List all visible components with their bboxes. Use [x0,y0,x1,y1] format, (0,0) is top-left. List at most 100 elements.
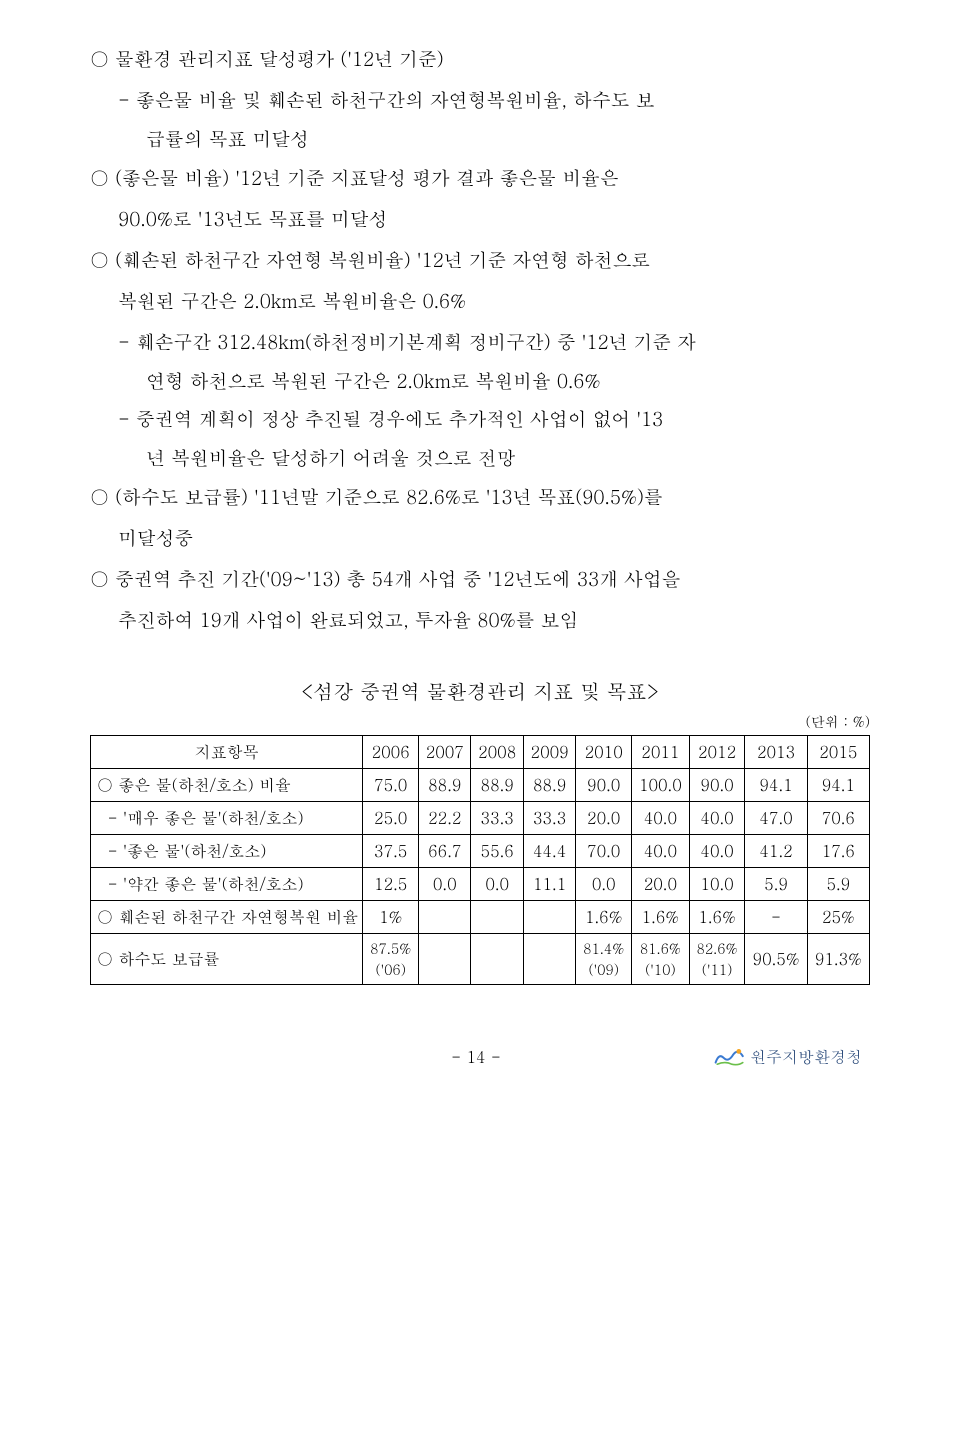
table-cell: 81.6%('10) [632,934,690,985]
para-9: 연형 하천으로 복원된 구간은 2.0km로 복원비율 0.6% [90,362,870,401]
col-header: 2007 [419,736,471,769]
table-cell [471,934,523,985]
table-cell: 44.4 [523,835,575,868]
table-cell: 1.6% [632,901,690,934]
para-5: 90.0%로 '13년도 목표를 미달성 [90,200,870,239]
table-cell: 33.3 [523,802,575,835]
col-header: 2009 [523,736,575,769]
table-cell: 90.5% [745,934,807,985]
table-cell: 0.0 [576,868,632,901]
table-cell: 1% [363,901,419,934]
table-cell: 90.0 [576,769,632,802]
table-cell: 40.0 [689,835,745,868]
table-cell: 37.5 [363,835,419,868]
table-cell: 100.0 [632,769,690,802]
table-cell: 66.7 [419,835,471,868]
para-1: ○ 물환경 관리지표 달성평가 ('12년 기준) [90,40,870,79]
para-14: ○ 중권역 추진 기간('09~'13) 총 54개 사업 중 '12년도에 3… [90,560,870,599]
table-cell [419,934,471,985]
col-header: 2008 [471,736,523,769]
table-cell [523,934,575,985]
para-7: 복원된 구간은 2.0km로 복원비율은 0.6% [90,282,870,321]
table-cell: 12.5 [363,868,419,901]
row-label: ○ 좋은 물(하천/호소) 비율 [91,769,363,802]
logo-icon [714,1046,746,1068]
table-title: <섬강 중권역 물환경관리 지표 및 목표> [90,676,870,705]
table-cell: 91.3% [807,934,869,985]
table-cell: 75.0 [363,769,419,802]
row-label: ○ 하수도 보급률 [91,934,363,985]
para-12: ○ (하수도 보급률) '11년말 기준으로 82.6%로 '13년 목표(90… [90,478,870,517]
table-cell: 88.9 [419,769,471,802]
table-cell [419,901,471,934]
table-cell: 5.9 [807,868,869,901]
table-cell: 94.1 [745,769,807,802]
table-cell: 20.0 [632,868,690,901]
table-cell: 22.2 [419,802,471,835]
para-3: 급률의 목표 미달성 [90,120,870,159]
para-11: 년 복원비율은 달성하기 어려울 것으로 전망 [90,439,870,478]
table-cell: 55.6 [471,835,523,868]
para-4: ○ (좋은물 비율) '12년 기준 지표달성 평가 결과 좋은물 비율은 [90,159,870,198]
row-label: - '약간 좋은 물'(하천/호소) [91,868,363,901]
table-cell: 25.0 [363,802,419,835]
table-cell: 40.0 [632,802,690,835]
indicator-table: 지표항목 2006 2007 2008 2009 2010 2011 2012 … [90,735,870,985]
table-cell: 40.0 [689,802,745,835]
table-cell: 0.0 [471,868,523,901]
para-15: 추진하여 19개 사업이 완료되었고, 투자율 80%를 보임 [90,601,870,640]
table-cell: 33.3 [471,802,523,835]
col-header: 2011 [632,736,690,769]
page-number: - 14 - [451,1045,501,1068]
body-text: ○ 물환경 관리지표 달성평가 ('12년 기준) - 좋은물 비율 및 훼손된… [90,40,870,640]
table-cell: 47.0 [745,802,807,835]
table-row: - '약간 좋은 물'(하천/호소)12.50.00.011.10.020.01… [91,868,870,901]
para-8: - 훼손구간 312.48km(하천정비기본계획 정비구간) 중 '12년 기준… [90,323,870,362]
table-cell: 17.6 [807,835,869,868]
logo-text: 원주지방환경청 [750,1045,862,1068]
table-cell: 94.1 [807,769,869,802]
row-label: - '매우 좋은 물'(하천/호소) [91,802,363,835]
table-cell: 40.0 [632,835,690,868]
table-cell: 20.0 [576,802,632,835]
table-cell: 25% [807,901,869,934]
table-cell: 10.0 [689,868,745,901]
table-cell: 70.6 [807,802,869,835]
table-cell: 41.2 [745,835,807,868]
table-cell: 82.6%('11) [689,934,745,985]
table-cell: 1.6% [689,901,745,934]
table-cell: 87.5%('06) [363,934,419,985]
table-cell: 90.0 [689,769,745,802]
table-cell: 1.6% [576,901,632,934]
col-header: 2010 [576,736,632,769]
col-header: 2012 [689,736,745,769]
para-2: - 좋은물 비율 및 훼손된 하천구간의 자연형복원비율, 하수도 보 [90,81,870,120]
row-label: - '좋은 물'(하천/호소) [91,835,363,868]
para-10: - 중권역 계획이 정상 추진될 경우에도 추가적인 사업이 없어 '13 [90,400,870,439]
table-cell [523,901,575,934]
col-header: 2015 [807,736,869,769]
table-row: - '좋은 물'(하천/호소)37.566.755.644.470.040.04… [91,835,870,868]
table-cell: 70.0 [576,835,632,868]
footer-logo: 원주지방환경청 [714,1045,862,1068]
col-header: 지표항목 [91,736,363,769]
table-cell: 11.1 [523,868,575,901]
table-row: ○ 좋은 물(하천/호소) 비율75.088.988.988.990.0100.… [91,769,870,802]
table-cell: 0.0 [419,868,471,901]
table-cell: 88.9 [471,769,523,802]
col-header: 2013 [745,736,807,769]
table-cell: 5.9 [745,868,807,901]
para-13: 미달성중 [90,519,870,558]
table-cell: 88.9 [523,769,575,802]
table-header-row: 지표항목 2006 2007 2008 2009 2010 2011 2012 … [91,736,870,769]
table-cell [471,901,523,934]
table-row: ○ 훼손된 하천구간 자연형복원 비율1%1.6%1.6%1.6%-25% [91,901,870,934]
table-cell: 81.4%('09) [576,934,632,985]
table-row: - '매우 좋은 물'(하천/호소)25.022.233.333.320.040… [91,802,870,835]
page-container: ○ 물환경 관리지표 달성평가 ('12년 기준) - 좋은물 비율 및 훼손된… [0,0,960,1098]
table-row: ○ 하수도 보급률87.5%('06) 81.4%('09)81.6%('10)8… [91,934,870,985]
para-6: ○ (훼손된 하천구간 자연형 복원비율) '12년 기준 자연형 하천으로 [90,241,870,280]
row-label: ○ 훼손된 하천구간 자연형복원 비율 [91,901,363,934]
table-unit: (단위 : %) [90,711,870,731]
table-cell: - [745,901,807,934]
